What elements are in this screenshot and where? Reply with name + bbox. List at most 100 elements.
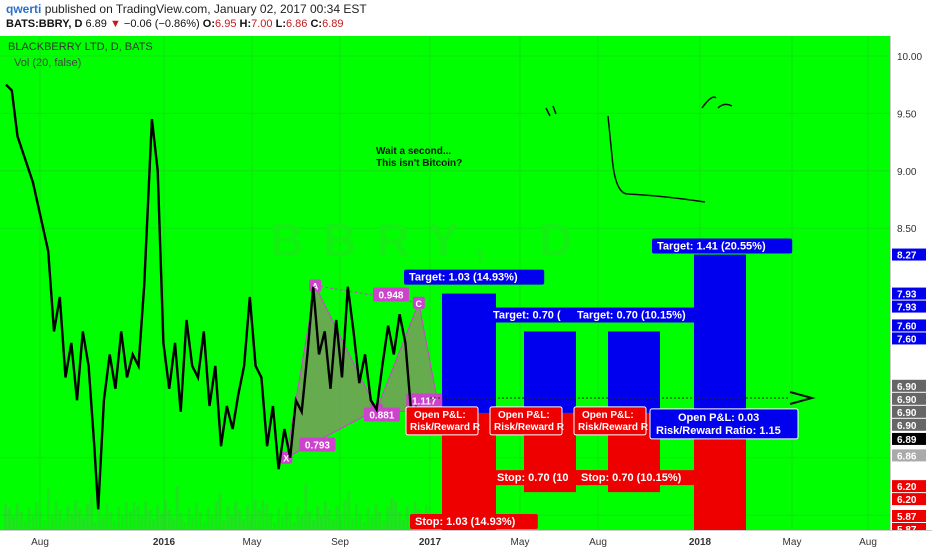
- volume-bar: [257, 509, 261, 530]
- price-label-text: 6.90: [897, 382, 917, 393]
- price-label-text: 7.60: [897, 334, 917, 345]
- volume-bar: [222, 520, 226, 530]
- volume-bar: [167, 509, 171, 530]
- volume-bar: [4, 504, 7, 530]
- volume-bar: [292, 521, 296, 530]
- price-axis[interactable]: 10.009.509.008.506.506.008.277.937.937.6…: [890, 36, 932, 536]
- target-label-2-box: [488, 307, 585, 323]
- price-axis-svg: 10.009.509.008.506.506.008.277.937.937.6…: [892, 52, 926, 536]
- target-label-4: Target: 1.41 (20.55%): [652, 238, 793, 254]
- pattern-point-a: A: [309, 279, 322, 292]
- time-tick-label: Aug: [859, 537, 877, 548]
- volume-bar: [121, 516, 124, 530]
- price-label-text: 6.86: [897, 451, 917, 462]
- chart-header: qwerti published on TradingView.com, Jan…: [0, 0, 932, 36]
- price-label-box: [892, 510, 926, 522]
- target-label-3-text: Target: 0.70 (10.15%): [577, 309, 686, 321]
- legend-title: BLACKBERRY LTD, D, BATS: [8, 41, 153, 53]
- volume-bar: [128, 511, 132, 530]
- volume-bar: [206, 507, 210, 530]
- volume-bar: [327, 510, 331, 530]
- high-value: 7.00: [251, 18, 273, 30]
- target-label-4-text: Target: 1.41 (20.55%): [657, 241, 766, 253]
- volume-bar: [66, 505, 70, 530]
- pattern-ratio-label: 0.948: [378, 291, 403, 302]
- target-label-4-box: [652, 238, 793, 254]
- symbol-quote: BATS:BBRY, D 6.89 ▼ −0.06 (−0.86%) O:6.9…: [6, 18, 344, 30]
- down-arrow-icon: ▼: [109, 18, 121, 30]
- volume-bar: [202, 521, 206, 530]
- volume-bar: [43, 520, 46, 530]
- volume-bar: [7, 508, 11, 530]
- open-value: 6.95: [215, 18, 237, 30]
- volume-bar: [261, 500, 265, 530]
- close-value: 6.89: [322, 18, 344, 30]
- time-axis-svg: Aug 2016 May Sep 2017 May Aug 2018 May Aug: [31, 537, 877, 548]
- volume-bar: [280, 517, 284, 530]
- time-tick-label: May: [511, 537, 530, 548]
- volume-bar: [62, 519, 66, 530]
- pattern-ratio-box: [372, 287, 409, 302]
- volume-bar: [156, 505, 160, 530]
- volume-bar: [390, 498, 394, 530]
- symbol-watermark: BBRY, D: [270, 214, 592, 266]
- volume-bar: [218, 493, 222, 530]
- volume-bar: [50, 515, 54, 530]
- volume-bar: [397, 511, 401, 530]
- volume-bar: [241, 519, 245, 530]
- volume-bar: [277, 508, 280, 530]
- pnl-box: [649, 408, 799, 440]
- volume-bar: [124, 502, 128, 530]
- author-link[interactable]: qwerti: [6, 2, 42, 16]
- volume-bar: [82, 518, 85, 530]
- pattern-ratio: 0.948: [372, 287, 409, 302]
- price-change: −0.06 (−0.86%): [123, 18, 200, 30]
- time-tick-label: May: [783, 537, 802, 548]
- rr-text: Risk/Reward R: [578, 422, 649, 433]
- rr-text: Risk/Reward R: [410, 422, 481, 433]
- price-label: 5.87: [892, 523, 926, 536]
- volume-bar: [210, 516, 214, 530]
- volume-bar: [300, 516, 304, 530]
- volume-bar: [39, 511, 43, 530]
- pnl-text: Open P&L:: [498, 410, 550, 421]
- price-line: [5, 83, 418, 510]
- price-label-box: [892, 449, 926, 462]
- position-labels[interactable]: Target: 1.03 (14.93%) Target: 0.70 (Targe…: [404, 238, 799, 529]
- time-tick-label: Aug: [31, 537, 49, 548]
- volume-bar: [378, 512, 382, 530]
- pattern-ratio-box: [299, 437, 336, 452]
- pattern-ratio: 0.793: [299, 437, 336, 452]
- annotation-line2: This isn't Bitcoin?: [376, 158, 462, 169]
- price-label: 6.89: [892, 432, 926, 446]
- price-label: 6.90: [892, 379, 926, 393]
- volume-bar: [89, 495, 93, 530]
- pnl-label-3: Open P&L:Risk/Reward R: [573, 406, 649, 436]
- volume-bar: [187, 508, 191, 530]
- published-text: published on TradingView.com, January 02…: [44, 2, 367, 16]
- chart-plot[interactable]: BBRY, D BLACKBERRY LTD, D, BATS Vol (20,…: [0, 36, 890, 530]
- volume-bar: [370, 517, 374, 530]
- doodle-mouth: [607, 115, 706, 203]
- target-label-1-box: [404, 269, 545, 285]
- target-zone: [694, 254, 746, 413]
- price-label: 7.93: [892, 300, 926, 314]
- stop-label-2: Stop: 0.70 (10: [492, 470, 589, 486]
- volume-bar: [355, 504, 358, 530]
- pnl-text: Open P&L:: [414, 410, 466, 421]
- time-axis[interactable]: Aug 2016 May Sep 2017 May Aug 2018 May Aug: [0, 530, 932, 551]
- price-label: 6.90: [892, 405, 926, 419]
- price-label: 6.20: [892, 493, 926, 506]
- pnl-text: Open P&L: 0.03: [678, 412, 759, 424]
- volume-bar: [113, 521, 117, 530]
- volume-bar: [23, 521, 27, 530]
- price-label-box: [892, 432, 926, 445]
- price-label-text: 6.20: [897, 482, 917, 493]
- price-label-box: [892, 287, 926, 300]
- stop-label-1-box: [410, 514, 538, 529]
- volume-bar: [35, 502, 39, 530]
- annotation-line1: Wait a second...: [376, 146, 451, 157]
- volume-bar: [339, 514, 343, 530]
- volume-bar: [358, 513, 362, 530]
- volume-bar: [46, 488, 50, 530]
